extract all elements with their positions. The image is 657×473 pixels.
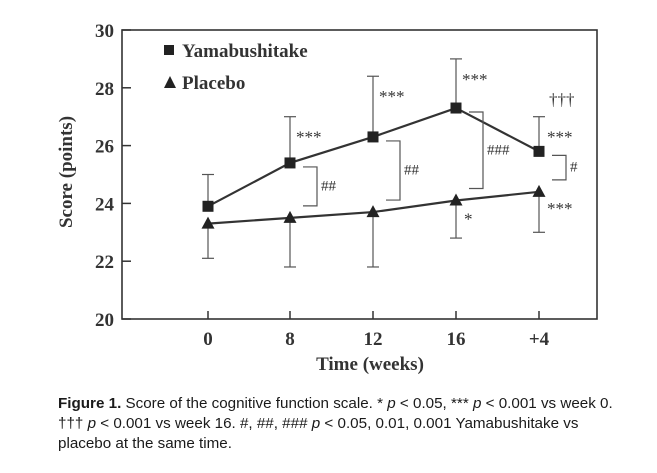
x-tick-label: 16 xyxy=(447,329,466,350)
yamabushitake-point xyxy=(284,157,296,169)
x-tick-label: 8 xyxy=(285,329,295,350)
annotation-vs-week0: *** xyxy=(547,127,573,146)
annotation-placebo-vs-week0: *** xyxy=(547,199,573,218)
caption-text-2: < 0.05, *** xyxy=(395,395,473,412)
y-tick-label: 24 xyxy=(95,194,115,215)
group-bracket xyxy=(552,154,567,181)
y-tick-label: 28 xyxy=(95,79,114,100)
y-tick-label: 22 xyxy=(95,252,114,273)
legend-square-marker xyxy=(164,45,174,55)
figure-caption: Figure 1. Score of the cognitive functio… xyxy=(58,394,618,454)
x-axis-label: Time (weeks) xyxy=(316,354,424,375)
caption-text-5: < 0.05, 0.01, 0.001 Yamabushitake vs pla… xyxy=(58,415,579,452)
placebo-point xyxy=(366,205,380,218)
caption-text-3: < 0.001 vs week 0. ††† xyxy=(58,395,613,432)
y-axis: 20 22 24 26 28 30 xyxy=(95,21,131,331)
y-tick-label: 20 xyxy=(95,310,114,331)
group-bracket xyxy=(386,140,401,201)
annotation-vs-week0: *** xyxy=(462,70,488,89)
error-bars xyxy=(202,58,545,268)
annotation-between-groups: # xyxy=(570,160,578,176)
yamabushitake-point xyxy=(533,145,545,157)
x-axis: 0 8 12 16 +4 xyxy=(203,311,550,350)
x-tick-label: +4 xyxy=(529,329,550,350)
placebo-point xyxy=(449,193,463,206)
y-axis-label: Score (points) xyxy=(56,116,77,228)
annotation-vs-week16: ††† xyxy=(549,90,575,109)
caption-label: Figure 1. xyxy=(58,395,122,412)
caption-p-4: p xyxy=(311,415,321,432)
legend: Yamabushitake Placebo xyxy=(164,41,308,94)
annotation-placebo-vs-week0: * xyxy=(464,210,473,229)
yamabushitake-point xyxy=(367,131,379,143)
x-tick-label: 0 xyxy=(203,329,213,350)
x-tick-label: 12 xyxy=(364,329,383,350)
yamabushitake-point xyxy=(450,102,462,114)
caption-text-4: < 0.001 vs week 16. #, ##, ### xyxy=(96,415,312,432)
placebo-point xyxy=(532,184,546,197)
yamabushitake-point xyxy=(202,200,214,212)
caption-p-2: p xyxy=(472,395,482,412)
group-bracket xyxy=(303,166,318,207)
data-markers xyxy=(201,102,546,229)
annotation-between-groups: ## xyxy=(321,178,337,194)
legend-triangle-marker xyxy=(164,76,176,88)
caption-p-1: p xyxy=(387,395,396,412)
annotation-between-groups: ## xyxy=(404,163,420,179)
caption-text-1: Score of the cognitive function scale. * xyxy=(121,395,388,412)
placebo-point xyxy=(283,210,297,223)
annotation-between-groups: ### xyxy=(487,142,510,158)
legend-label-yamabushitake: Yamabushitake xyxy=(182,41,308,62)
y-tick-label: 30 xyxy=(95,21,114,42)
group-bracket xyxy=(469,111,484,190)
annotation-vs-week0: *** xyxy=(296,128,322,147)
plot-border xyxy=(121,29,598,320)
placebo-point xyxy=(201,216,215,229)
y-tick-label: 26 xyxy=(95,137,114,158)
significance-annotations: ************†††****######## xyxy=(296,70,578,229)
legend-label-placebo: Placebo xyxy=(182,73,245,94)
plot-frame xyxy=(121,29,598,320)
annotation-vs-week0: *** xyxy=(379,87,405,106)
caption-p-3: p xyxy=(87,415,97,432)
